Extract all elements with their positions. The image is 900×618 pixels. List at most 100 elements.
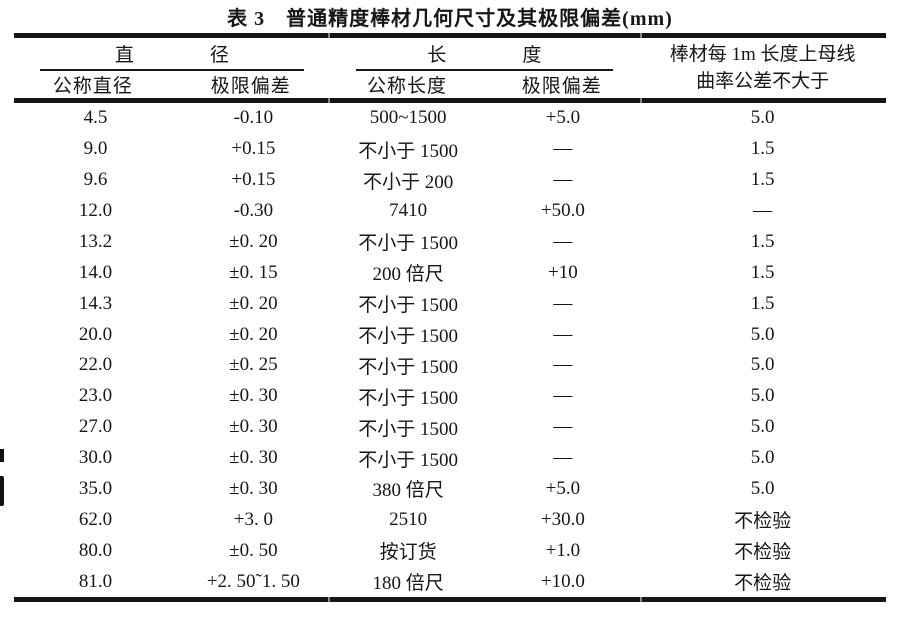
cell-nominal-diameter: 81.0 (78, 570, 113, 592)
cell-diameter-deviation: ±0. 25 (229, 354, 278, 376)
rule-tick (327, 98, 330, 103)
cell-nominal-diameter: 4.5 (83, 107, 108, 129)
subheader-row: 公称直径 极限偏差 (14, 71, 330, 98)
cell-diameter-deviation: ±0. 50 (229, 539, 278, 561)
curvature-header-line2: 曲率公差不大于 (696, 71, 830, 92)
cell-curvature-tolerance: — (753, 200, 773, 222)
table-row: 13.2 ±0. 20 不小于 1500 — 1.5 (14, 227, 886, 258)
cell-nominal-length: 不小于 1500 (358, 326, 459, 348)
cell-nominal-length: 不小于 1500 (358, 356, 459, 378)
cell-diameter-deviation: ±0. 20 (229, 292, 278, 314)
cell-nominal-length: 按订货 (379, 542, 437, 564)
table-row: 14.3 ±0. 20 不小于 1500 — 1.5 (14, 288, 886, 319)
cell-nominal-diameter: 27.0 (78, 416, 113, 438)
cell-diameter-deviation: +2. 50˜1. 50 (206, 570, 300, 592)
group-label-diameter: 直 径 (114, 45, 229, 67)
cell-length-deviation: — (553, 169, 573, 191)
cell-nominal-length: 不小于 1500 (358, 449, 459, 471)
rule-tick (640, 98, 643, 103)
cell-curvature-tolerance: 5.0 (750, 354, 775, 376)
cell-curvature-tolerance: 1.5 (750, 169, 775, 191)
table-row: 81.0 +2. 50˜1. 50 180 倍尺 +10.0 不检验 (14, 566, 886, 597)
table-row: 9.6 +0.15 不小于 200 — 1.5 (14, 165, 886, 196)
cell-length-deviation: — (553, 230, 573, 252)
cell-curvature-tolerance: 5.0 (750, 323, 775, 345)
table-row: 35.0 ±0. 30 380 倍尺 +5.0 5.0 (14, 474, 886, 505)
cell-diameter-deviation: ±0. 20 (229, 323, 278, 345)
cell-diameter-deviation: ±0. 30 (229, 385, 278, 407)
cell-length-deviation: +10.0 (540, 570, 585, 592)
group-underline (40, 69, 304, 71)
group-underline (355, 69, 614, 71)
cell-nominal-diameter: 20.0 (78, 323, 113, 345)
table-row: 30.0 ±0. 30 不小于 1500 — 5.0 (14, 443, 886, 474)
cell-length-deviation: — (553, 385, 573, 407)
cell-length-deviation: — (553, 138, 573, 160)
table-top-rule (14, 33, 886, 38)
table-row: 14.0 ±0. 15 200 倍尺 +10 1.5 (14, 257, 886, 288)
cell-nominal-length: 不小于 1500 (358, 295, 459, 317)
cell-nominal-length: 2510 (389, 508, 428, 530)
table-row: 23.0 ±0. 30 不小于 1500 — 5.0 (14, 381, 886, 412)
cell-curvature-tolerance: 1.5 (750, 138, 775, 160)
cell-diameter-deviation: +3. 0 (233, 508, 273, 530)
cell-diameter-deviation: -0.30 (233, 200, 274, 222)
cell-curvature-tolerance: 5.0 (750, 447, 775, 469)
cell-length-deviation: +1.0 (545, 539, 581, 561)
cell-length-deviation: +50.0 (540, 200, 585, 222)
cell-length-deviation: — (553, 354, 573, 376)
cell-nominal-length: 500~1500 (369, 107, 447, 129)
scan-artifact (0, 449, 4, 462)
table-bottom-rule (14, 597, 886, 602)
cell-length-deviation: +30.0 (540, 508, 585, 530)
column-header-curvature: 棒材每 1m 长度上母线 曲率公差不大于 (639, 38, 886, 98)
table-row: 22.0 ±0. 25 不小于 1500 — 5.0 (14, 350, 886, 381)
cell-nominal-length: 180 倍尺 (372, 573, 444, 595)
cell-nominal-length: 380 倍尺 (372, 480, 444, 502)
cell-nominal-length: 不小于 1500 (358, 387, 459, 409)
data-table: 直 径 公称直径 极限偏差 长 度 公称长度 极限偏差 棒材每 1m 长度上母线… (14, 33, 886, 602)
column-header-nominal-diameter: 公称直径 (52, 76, 133, 97)
cell-curvature-tolerance: 不检验 (734, 573, 792, 595)
cell-diameter-deviation: ±0. 30 (229, 477, 278, 499)
cell-nominal-diameter: 9.6 (83, 169, 108, 191)
table-row: 12.0 -0.30 7410 +50.0 — (14, 196, 886, 227)
cell-curvature-tolerance: 不检验 (734, 542, 792, 564)
table-title: 表 3 普通精度棒材几何尺寸及其极限偏差(mm) (227, 8, 673, 30)
cell-length-deviation: +5.0 (545, 477, 581, 499)
cell-nominal-diameter: 23.0 (78, 385, 113, 407)
cell-nominal-length: 不小于 1500 (358, 140, 459, 162)
cell-nominal-diameter: 22.0 (78, 354, 113, 376)
cell-curvature-tolerance: 1.5 (750, 230, 775, 252)
cell-nominal-diameter: 30.0 (78, 447, 113, 469)
cell-diameter-deviation: ±0. 15 (229, 261, 278, 283)
header-group-diameter: 直 径 公称直径 极限偏差 (14, 38, 330, 98)
cell-nominal-diameter: 80.0 (78, 539, 113, 561)
column-header-nominal-length: 公称长度 (367, 76, 448, 97)
table-header: 直 径 公称直径 极限偏差 长 度 公称长度 极限偏差 棒材每 1m 长度上母线… (14, 38, 886, 98)
cell-nominal-diameter: 9.0 (83, 138, 108, 160)
cell-nominal-length: 7410 (389, 200, 428, 222)
column-header-length-deviation: 极限偏差 (521, 76, 602, 97)
cell-curvature-tolerance: 1.5 (750, 292, 775, 314)
cell-diameter-deviation: ±0. 20 (229, 230, 278, 252)
cell-nominal-diameter: 14.0 (78, 261, 113, 283)
column-header-diameter-deviation: 极限偏差 (210, 76, 291, 97)
cell-length-deviation: — (553, 416, 573, 438)
cell-curvature-tolerance: 1.5 (750, 261, 775, 283)
table-row: 9.0 +0.15 不小于 1500 — 1.5 (14, 134, 886, 165)
table-row: 20.0 ±0. 20 不小于 1500 — 5.0 (14, 319, 886, 350)
cell-diameter-deviation: ±0. 30 (229, 447, 278, 469)
cell-nominal-diameter: 12.0 (78, 200, 113, 222)
cell-diameter-deviation: ±0. 30 (229, 416, 278, 438)
cell-diameter-deviation: -0.10 (233, 107, 274, 129)
cell-curvature-tolerance: 5.0 (750, 385, 775, 407)
cell-nominal-diameter: 62.0 (78, 508, 113, 530)
group-label-length: 长 度 (427, 45, 542, 67)
table-header-rule (14, 98, 886, 103)
cell-diameter-deviation: +0.15 (231, 138, 276, 160)
cell-curvature-tolerance: 5.0 (750, 477, 775, 499)
cell-length-deviation: — (553, 323, 573, 345)
cell-curvature-tolerance: 5.0 (750, 416, 775, 438)
